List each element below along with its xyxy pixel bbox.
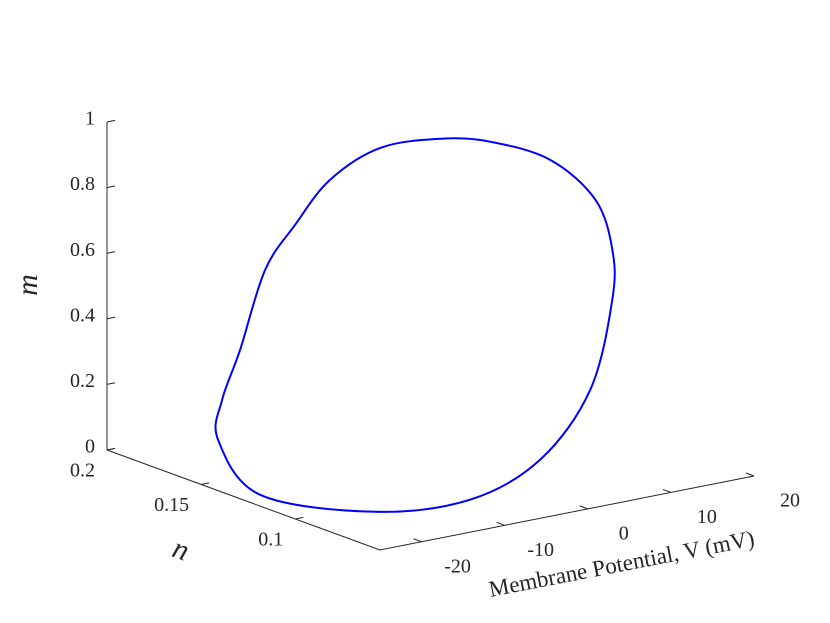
x-tick xyxy=(496,521,505,526)
x-tick-label: 10 xyxy=(697,506,717,528)
z-axis-label: m xyxy=(11,274,44,296)
y-tick xyxy=(201,482,210,485)
x-tick-label: 0 xyxy=(619,522,629,544)
x-tick xyxy=(662,488,672,493)
y-axis-label: n xyxy=(168,531,193,567)
x-tick-label: 20 xyxy=(780,490,800,512)
y-tick xyxy=(106,447,116,451)
y-tick-label: 0.1 xyxy=(258,529,283,551)
z-tick-label: 0.8 xyxy=(70,173,95,195)
x-tick-label: -10 xyxy=(527,539,554,561)
x-axis xyxy=(379,475,755,551)
z-tick-label: 0.2 xyxy=(70,370,95,392)
x-tick xyxy=(745,472,755,477)
z-tick xyxy=(106,382,116,385)
z-tick-label: 1 xyxy=(85,108,95,130)
z-tick-label: 0.6 xyxy=(70,239,95,261)
y-tick xyxy=(295,516,304,520)
x-tick-label: -20 xyxy=(444,555,471,577)
z-tick-label: 0 xyxy=(85,436,95,458)
z-tick xyxy=(106,119,116,123)
y-axis xyxy=(106,449,381,551)
z-tick xyxy=(106,316,116,320)
z-tick xyxy=(106,185,116,189)
z-tick xyxy=(106,251,116,254)
trajectory xyxy=(214,137,616,513)
x-tick xyxy=(413,538,422,543)
z-tick-label: 0.4 xyxy=(70,304,95,326)
y-tick-label: 0.2 xyxy=(70,460,95,482)
y-tick-label: 0.15 xyxy=(154,494,189,516)
x-tick xyxy=(579,505,588,510)
